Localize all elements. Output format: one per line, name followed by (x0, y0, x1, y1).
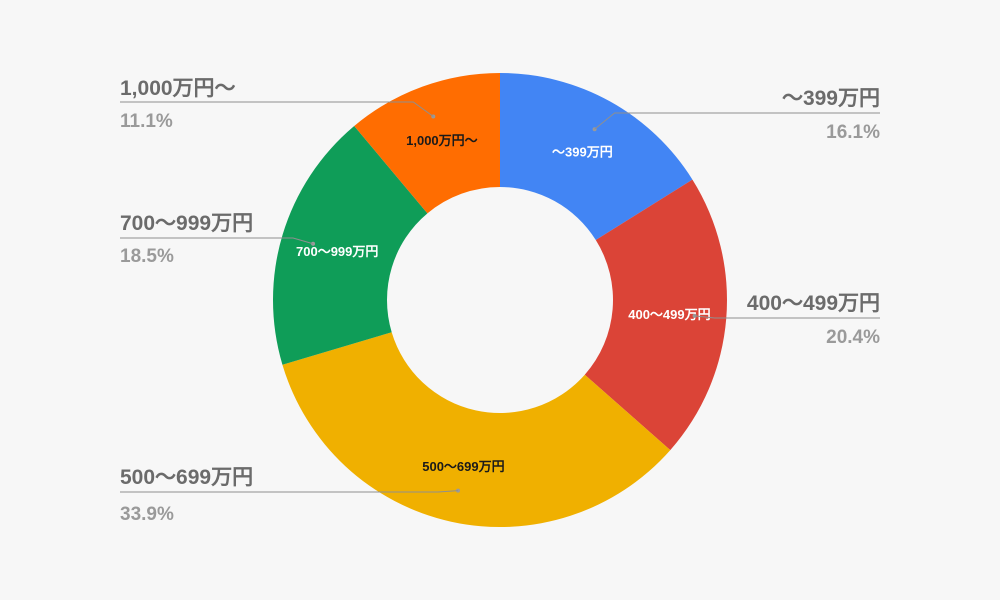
slice-399 (500, 73, 693, 241)
callout-value-700-999: 18.5% (120, 246, 174, 267)
callout-line-1-000 (120, 101, 434, 117)
slice-700-999 (273, 126, 428, 365)
slice-500-699 (282, 332, 671, 527)
callout-label-500-699: 500～699万円 (120, 466, 253, 489)
slice-label-399: ～399万円 (552, 144, 613, 159)
slice-label-500-699: 500～699万円 (422, 459, 504, 474)
callout-line-700-999 (120, 237, 314, 245)
chart-slice-labels: ～399万円 400～499万円 500～699万円 700～999万円 1,000万円… (296, 133, 711, 474)
callout-value-400-499: 20.4% (826, 327, 880, 348)
callout-line-399 (594, 112, 880, 130)
callout-label-1-000: 1,000万円～ (120, 77, 236, 100)
callout-value-399: 16.1% (826, 122, 880, 143)
callout-label-400-499: 400～499万円 (747, 292, 880, 315)
callout-label-399: ～399万円 (782, 87, 880, 110)
callout-value-500-699: 33.9% (120, 504, 174, 525)
callout-line-400-499 (694, 315, 880, 319)
slice-label-700-999: 700～999万円 (296, 244, 378, 259)
slice-label-400-499: 400～499万円 (628, 307, 710, 322)
slice-1-000 (354, 73, 500, 214)
chart-slices (273, 73, 727, 527)
slice-400-499 (584, 179, 727, 451)
callout-value-1-000: 11.1% (120, 111, 173, 132)
callout-line-500-699 (120, 490, 459, 493)
slice-label-1-000: 1,000万円～ (406, 133, 478, 148)
callout-label-700-999: 700～999万円 (120, 212, 253, 235)
chart-callouts: ～399万円 16.1% 400～499万円 20.4% 500～699万円 33.9% 7… (120, 77, 880, 525)
